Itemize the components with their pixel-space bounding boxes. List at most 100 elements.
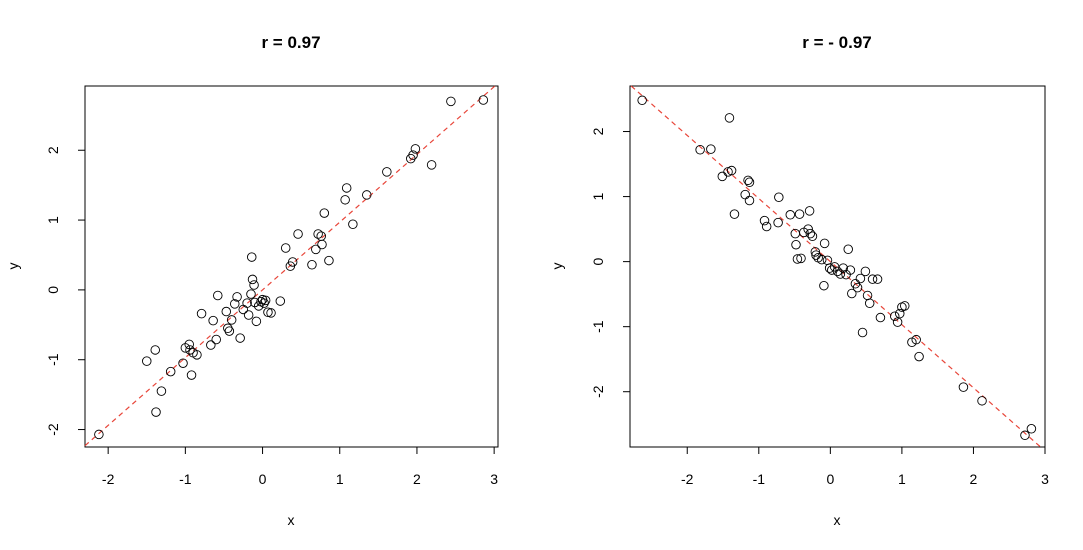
- data-point: [847, 288, 857, 299]
- data-point: [406, 153, 416, 164]
- data-point: [243, 310, 254, 320]
- data-point: [324, 255, 334, 266]
- data-point: [317, 239, 327, 250]
- x-tick-label: 0: [826, 471, 834, 487]
- data-point: [845, 265, 856, 275]
- data-point: [867, 274, 878, 284]
- data-point: [242, 298, 252, 308]
- data-point: [824, 263, 835, 273]
- data-point: [151, 407, 161, 417]
- data-point: [223, 323, 233, 334]
- data-point: [259, 298, 269, 308]
- data-point: [313, 229, 323, 239]
- data-point: [804, 206, 815, 216]
- data-point: [275, 296, 286, 306]
- data-point: [185, 345, 195, 355]
- x-axis: -2 -1 0 1 2 3: [681, 447, 1049, 487]
- data-point: [211, 334, 221, 345]
- data-point: [362, 190, 372, 200]
- data-point: [744, 195, 755, 206]
- chart-title: r = 0.97: [261, 33, 320, 52]
- data-point: [695, 144, 705, 155]
- data-point: [247, 274, 258, 285]
- x-axis-label: x: [834, 512, 841, 528]
- data-point: [94, 429, 104, 440]
- data-point: [178, 358, 188, 368]
- data-point: [724, 113, 735, 123]
- data-point: [208, 315, 218, 326]
- data-point: [860, 266, 871, 277]
- data-point: [811, 250, 821, 260]
- x-axis: -2 -1 0 1 2 3: [102, 447, 498, 487]
- data-point: [743, 175, 753, 186]
- data-point: [832, 266, 843, 277]
- data-point: [637, 95, 647, 106]
- data-point: [287, 257, 298, 267]
- data-point: [307, 260, 317, 270]
- x-axis-label: x: [288, 512, 295, 528]
- data-point: [852, 282, 863, 293]
- data-point: [340, 195, 350, 205]
- y-axis-label: y: [549, 263, 565, 270]
- data-point: [729, 209, 740, 219]
- data-point: [726, 165, 737, 176]
- data-point: [792, 254, 803, 264]
- data-point: [319, 208, 330, 218]
- chart-title: r = - 0.97: [802, 33, 871, 52]
- data-point: [249, 280, 259, 290]
- data-point: [156, 386, 167, 396]
- data-point: [230, 299, 240, 309]
- data-point: [774, 192, 784, 202]
- data-point: [382, 167, 392, 177]
- data-point: [192, 350, 202, 360]
- data-point: [410, 144, 421, 154]
- panel-negative-correlation: r = - 0.97 x y -2 -1 0 1 2 3 -2 -1 0 1 2: [549, 33, 1049, 528]
- data-point: [900, 301, 910, 311]
- data-points: [637, 95, 1037, 441]
- data-point: [186, 370, 197, 380]
- data-point: [246, 252, 257, 262]
- data-point: [706, 144, 716, 154]
- plot-frame: [84, 85, 499, 448]
- fit-line: [630, 85, 1041, 448]
- y-tick-label: 2: [45, 146, 61, 154]
- data-point: [246, 289, 256, 299]
- data-point: [794, 209, 805, 219]
- data-point: [911, 334, 921, 345]
- data-point: [759, 215, 770, 226]
- data-point: [740, 189, 750, 200]
- y-tick-label: -1: [45, 353, 61, 366]
- data-point: [251, 316, 262, 327]
- data-point: [895, 308, 905, 319]
- x-tick-label: -2: [102, 471, 115, 487]
- y-axis: -2 -1 0 1 2: [590, 127, 630, 398]
- data-point: [446, 96, 456, 107]
- x-tick-label: 3: [1041, 471, 1049, 487]
- x-tick-label: 2: [970, 471, 978, 487]
- y-axis-label: y: [5, 263, 21, 270]
- y-tick-label: 1: [590, 192, 606, 200]
- data-point: [1020, 430, 1030, 441]
- data-point: [819, 280, 829, 291]
- data-point: [224, 326, 235, 336]
- y-tick-label: 2: [590, 127, 606, 135]
- data-point: [221, 306, 232, 317]
- data-point: [761, 221, 772, 232]
- data-point: [855, 273, 866, 284]
- data-point: [807, 231, 818, 242]
- data-point: [889, 311, 900, 322]
- y-tick-label: -2: [45, 423, 61, 436]
- data-point: [717, 171, 728, 182]
- data-point: [311, 244, 321, 255]
- x-tick-label: 1: [898, 471, 906, 487]
- y-tick-label: -1: [590, 320, 606, 333]
- y-tick-label: 0: [590, 258, 606, 266]
- x-tick-label: -2: [681, 471, 694, 487]
- data-point: [862, 290, 873, 301]
- plot-frame: [629, 85, 1046, 448]
- data-point: [914, 351, 924, 362]
- x-tick-label: 0: [259, 471, 267, 487]
- data-point: [184, 339, 194, 350]
- data-point: [835, 269, 846, 279]
